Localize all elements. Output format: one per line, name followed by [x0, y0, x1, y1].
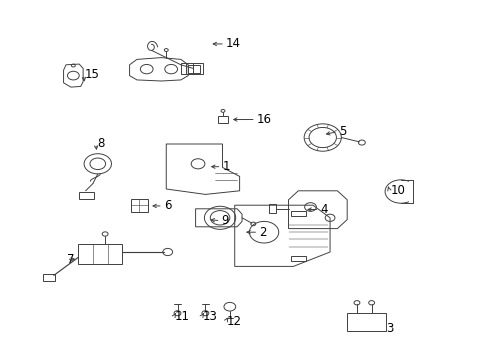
- Bar: [181, 63, 203, 74]
- Text: 16: 16: [256, 113, 271, 126]
- Text: 7: 7: [67, 253, 75, 266]
- Text: 1: 1: [222, 160, 229, 173]
- Bar: [130, 199, 148, 212]
- Bar: [188, 65, 200, 73]
- Bar: [42, 274, 55, 281]
- Text: 15: 15: [84, 68, 99, 81]
- Bar: [290, 256, 305, 261]
- Text: 5: 5: [338, 125, 346, 138]
- Bar: [346, 313, 386, 331]
- Bar: [79, 192, 94, 199]
- Text: 12: 12: [226, 315, 242, 328]
- Text: 8: 8: [97, 137, 104, 150]
- Bar: [268, 204, 276, 213]
- Text: 6: 6: [163, 199, 171, 212]
- Text: 4: 4: [320, 203, 327, 216]
- Bar: [290, 211, 305, 216]
- Text: 2: 2: [259, 226, 266, 239]
- Bar: [78, 244, 122, 264]
- Text: 13: 13: [203, 310, 217, 323]
- Bar: [217, 116, 228, 123]
- Text: 10: 10: [389, 184, 404, 197]
- Text: 9: 9: [221, 214, 228, 227]
- Text: 3: 3: [386, 322, 393, 335]
- Text: 14: 14: [225, 37, 241, 50]
- Text: 11: 11: [175, 310, 190, 323]
